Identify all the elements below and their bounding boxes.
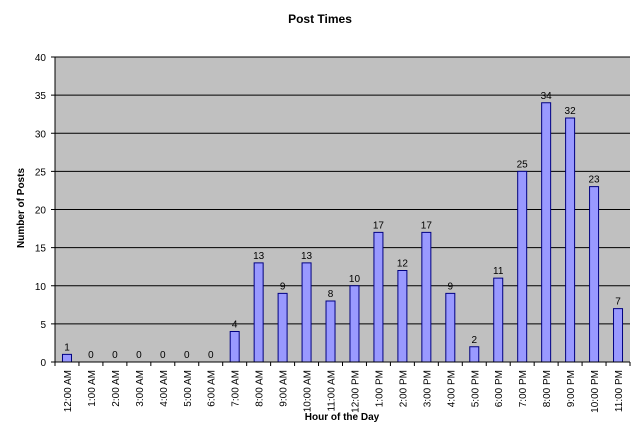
bar bbox=[493, 277, 504, 363]
y-tick-label: 20 bbox=[35, 206, 47, 217]
y-tick-label: 5 bbox=[40, 320, 46, 331]
data-label: 10 bbox=[349, 274, 361, 285]
x-tick-label: 8:00 PM bbox=[542, 370, 553, 407]
y-tick-label: 35 bbox=[35, 91, 47, 102]
bar bbox=[229, 331, 240, 363]
x-tick-label: 1:00 AM bbox=[87, 370, 98, 407]
data-label: 32 bbox=[565, 106, 577, 117]
data-label: 0 bbox=[184, 350, 190, 361]
bar bbox=[541, 102, 552, 363]
x-tick-label: 10:00 AM bbox=[303, 370, 314, 412]
data-label: 9 bbox=[280, 281, 286, 292]
data-label: 13 bbox=[301, 251, 313, 262]
bar bbox=[445, 292, 456, 363]
x-tick-label: 6:00 AM bbox=[207, 370, 218, 407]
x-tick-label: 12:00 PM bbox=[350, 370, 361, 413]
x-tick-label: 11:00 PM bbox=[614, 370, 625, 412]
bar bbox=[421, 231, 432, 363]
x-tick-label: 7:00 AM bbox=[231, 370, 242, 407]
x-tick-label: 9:00 AM bbox=[279, 370, 290, 407]
x-tick-label: 8:00 AM bbox=[255, 370, 266, 407]
data-label: 12 bbox=[397, 259, 409, 270]
data-label: 11 bbox=[493, 266, 504, 277]
bar bbox=[397, 270, 408, 363]
x-tick-label: 2:00 PM bbox=[398, 370, 409, 407]
data-label: 34 bbox=[541, 91, 553, 102]
data-label: 9 bbox=[448, 281, 454, 292]
x-tick-label: 5:00 AM bbox=[183, 370, 194, 407]
y-axis-title: Number of Posts bbox=[16, 168, 27, 248]
data-label: 0 bbox=[160, 350, 166, 361]
bar bbox=[589, 186, 600, 363]
data-label: 0 bbox=[136, 350, 142, 361]
data-label: 13 bbox=[253, 251, 265, 262]
x-tick-label: 9:00 PM bbox=[566, 370, 577, 407]
x-tick-label: 12:00 AM bbox=[63, 370, 74, 412]
chart-title: Post Times bbox=[288, 12, 352, 26]
x-tick-label: 2:00 AM bbox=[111, 370, 122, 407]
bar bbox=[253, 262, 264, 363]
data-label: 2 bbox=[471, 335, 477, 346]
bar bbox=[277, 292, 288, 363]
bar bbox=[301, 262, 312, 363]
x-tick-label: 1:00 PM bbox=[374, 370, 385, 407]
data-label: 17 bbox=[421, 220, 433, 231]
bar bbox=[565, 117, 576, 363]
data-label: 23 bbox=[589, 175, 601, 186]
data-label: 25 bbox=[517, 159, 529, 170]
x-tick-label: 4:00 AM bbox=[159, 370, 170, 407]
bars bbox=[61, 102, 624, 363]
x-tick-label: 7:00 PM bbox=[518, 370, 529, 407]
x-tick-labels: 12:00 AM 1:00 AM 2:00 AM 3:00 AM 4:00 AM 5:00… bbox=[63, 370, 625, 413]
y-tick-labels: 0 5 10 15 20 25 30 35 40 bbox=[35, 53, 47, 369]
x-axis-title: Hour of the Day bbox=[305, 412, 380, 423]
y-tick-label: 10 bbox=[35, 282, 47, 293]
x-tick-label: 4:00 PM bbox=[446, 370, 457, 407]
data-label: 8 bbox=[328, 289, 334, 300]
y-tick-label: 15 bbox=[35, 244, 47, 255]
data-label: 1 bbox=[64, 342, 70, 353]
axes bbox=[51, 56, 631, 366]
bar bbox=[469, 346, 480, 363]
bar bbox=[373, 231, 384, 363]
data-label: 4 bbox=[232, 320, 238, 331]
data-label: 7 bbox=[615, 297, 621, 308]
y-tick-label: 30 bbox=[35, 129, 47, 140]
bar bbox=[325, 300, 336, 363]
data-label: 0 bbox=[112, 350, 118, 361]
gridlines bbox=[55, 56, 630, 325]
bar bbox=[61, 353, 72, 363]
y-tick-label: 40 bbox=[35, 53, 47, 64]
bar bbox=[517, 170, 528, 363]
y-tick-label: 0 bbox=[40, 358, 46, 369]
bar bbox=[349, 285, 360, 363]
x-tick-label: 10:00 PM bbox=[590, 370, 601, 413]
x-tick-label: 3:00 PM bbox=[422, 370, 433, 407]
data-label: 0 bbox=[208, 350, 214, 361]
x-tick-label: 5:00 PM bbox=[470, 370, 481, 407]
data-label: 0 bbox=[88, 350, 94, 361]
data-label: 17 bbox=[373, 220, 385, 231]
x-tick-label: 3:00 AM bbox=[135, 370, 146, 407]
x-tick-label: 6:00 PM bbox=[494, 370, 505, 407]
y-tick-label: 25 bbox=[35, 167, 47, 178]
bar bbox=[613, 308, 624, 363]
x-tick-label: 11:00 AM bbox=[327, 370, 338, 412]
